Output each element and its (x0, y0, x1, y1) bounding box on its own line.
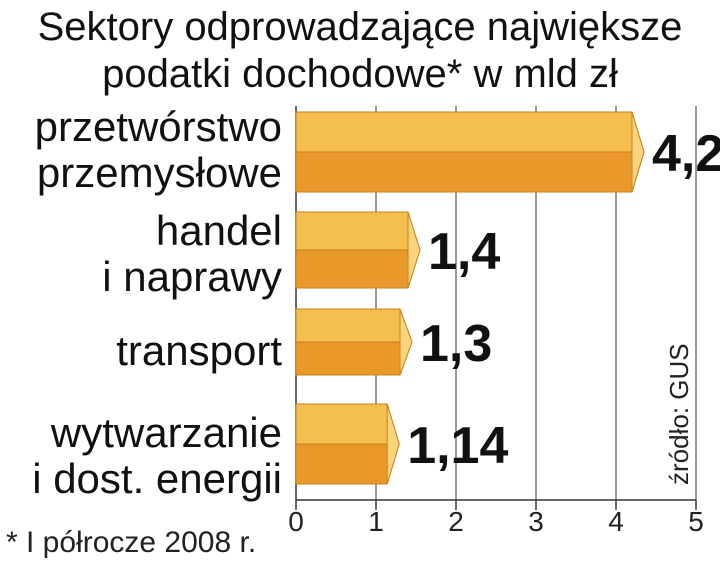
bar-shade (295, 443, 400, 485)
bar-value-label: 4,2 (652, 125, 720, 183)
x-tick-label: 1 (368, 506, 384, 537)
source-note: źródło: GUS (664, 343, 694, 485)
category-label-line: i dost. energii (32, 455, 282, 502)
category-label-przetworstwo: przetwórstwo przemysłowe (35, 104, 282, 196)
bar (295, 308, 413, 343)
bar-value-label: 1,4 (428, 223, 500, 281)
x-tick-label: 2 (448, 506, 464, 537)
footnote: * I półrocze 2008 r. (6, 526, 257, 559)
category-label-line: i naprawy (102, 253, 282, 300)
x-tick-label: 3 (528, 506, 544, 537)
x-tick-label: 0 (288, 506, 304, 537)
category-label-line: przetwórstwo (34, 103, 282, 150)
category-label-handel: handel i naprawy (102, 208, 282, 300)
bar-cap (631, 111, 645, 193)
bar-value-label: 1,14 (407, 417, 508, 475)
category-label-line: wytwarzanie (50, 409, 282, 456)
bar (295, 111, 645, 153)
category-label-wytwarzanie: wytwarzanie i dost. energii (32, 410, 282, 502)
category-label-line: transport (116, 327, 282, 374)
category-label-transport: transport (116, 328, 282, 374)
chart-title-line-1: Sektory odprowadzające największe (37, 5, 683, 49)
bar-shade (295, 341, 413, 376)
bar-shade (295, 249, 421, 289)
bar (295, 403, 400, 445)
chart-title: Sektory odprowadzające największe podatk… (0, 4, 720, 98)
bar-cap (386, 403, 400, 485)
x-tick-label: 4 (608, 506, 624, 537)
bar-cap (407, 211, 421, 289)
bar-shade (295, 151, 645, 193)
chart-title-line-2: podatki dochodowe* w mld zł (102, 52, 618, 96)
bar-cap (399, 308, 413, 376)
bar-value-label: 1,3 (420, 315, 492, 373)
bar (295, 211, 421, 251)
category-label-line: handel (155, 207, 282, 254)
category-label-line: przemysłowe (36, 149, 282, 196)
x-tick-label: 5 (688, 506, 704, 537)
